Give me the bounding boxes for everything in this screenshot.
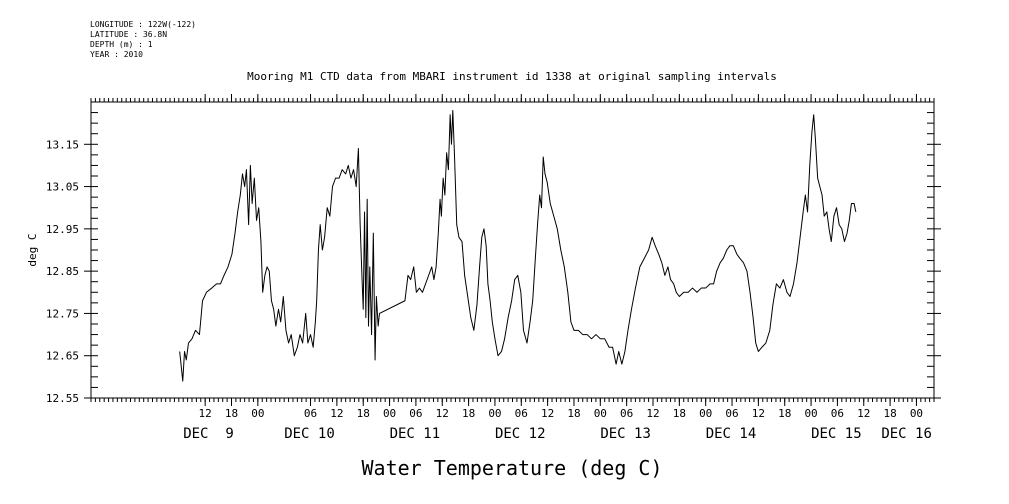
y-tick-label: 12.65 (46, 350, 79, 363)
x-tick-label: 18 (357, 407, 370, 420)
x-tick-label: 06 (515, 407, 528, 420)
y-tick-label: 13.05 (46, 181, 79, 194)
temperature-series-line (179, 109, 857, 382)
x-tick-label: 18 (673, 407, 686, 420)
chart-title: Mooring M1 CTD data from MBARI instrumen… (247, 70, 777, 83)
x-tick-label: 12 (752, 407, 765, 420)
x-tick-label: 00 (804, 407, 817, 420)
x-tick-label: 12 (857, 407, 870, 420)
year-label: YEAR : 2010 (90, 50, 143, 59)
y-tick-label: 13.15 (46, 138, 79, 151)
x-tick-label: 18 (567, 407, 580, 420)
x-tick-label: 12 (330, 407, 343, 420)
longitude-label: LONGITUDE : 122W(-122) (90, 20, 196, 29)
x-tick-label: 00 (699, 407, 712, 420)
metadata-block: LONGITUDE : 122W(-122) LATITUDE : 36.8N … (90, 20, 196, 60)
tick-marks (84, 94, 941, 406)
x-day-label: DEC 12 (495, 426, 546, 442)
y-axis-label: deg C (26, 233, 39, 266)
x-tick-label: 00 (488, 407, 501, 420)
x-tick-label: 06 (304, 407, 317, 420)
x-tick-label: 06 (831, 407, 844, 420)
series-group (179, 109, 857, 382)
x-tick-label: 00 (383, 407, 396, 420)
x-day-label: DEC 14 (706, 426, 757, 442)
y-tick-label: 12.75 (46, 307, 79, 320)
x-tick-label: 06 (725, 407, 738, 420)
x-tick-label: 12 (646, 407, 659, 420)
x-axis-title: Water Temperature (deg C) (361, 456, 662, 480)
y-tick-label: 12.95 (46, 223, 79, 236)
x-day-label: DEC 11 (390, 426, 441, 442)
x-tick-label: 00 (251, 407, 264, 420)
x-tick-label: 06 (409, 407, 422, 420)
x-day-label: DEC 15 (811, 426, 862, 442)
x-tick-label: 18 (883, 407, 896, 420)
depth-label: DEPTH (m) : 1 (90, 40, 153, 49)
x-tick-label: 00 (594, 407, 607, 420)
x-tick-label: 18 (778, 407, 791, 420)
x-tick-label: 12 (541, 407, 554, 420)
x-tick-label: 12 (436, 407, 449, 420)
x-day-label: DEC 16 (881, 426, 932, 442)
x-day-label: DEC 9 (183, 426, 234, 442)
y-tick-label: 12.55 (46, 392, 79, 405)
x-day-label: DEC 10 (284, 426, 335, 442)
tick-labels: 12 18 00 06 12 18 00 06 12 18 00 06 12 18 00 06 12 18 00 06… (46, 138, 932, 442)
y-tick-label: 12.85 (46, 265, 79, 278)
x-tick-label: 18 (462, 407, 475, 420)
x-tick-label: 00 (910, 407, 923, 420)
x-day-label: DEC 13 (600, 426, 651, 442)
plot-frame (90, 101, 935, 399)
x-tick-label: 12 (199, 407, 212, 420)
x-tick-label: 06 (620, 407, 633, 420)
latitude-label: LATITUDE : 36.8N (90, 30, 168, 39)
x-tick-label: 18 (225, 407, 238, 420)
